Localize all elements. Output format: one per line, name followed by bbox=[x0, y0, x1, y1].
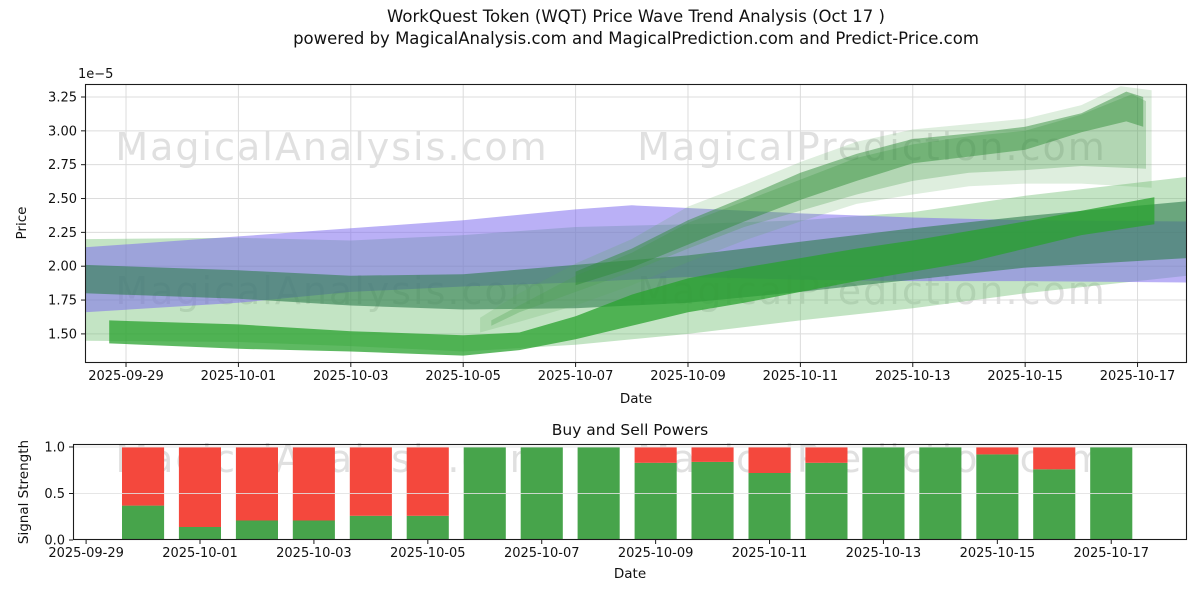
buy-bar bbox=[1033, 469, 1076, 540]
axes-frame bbox=[72, 443, 1188, 541]
sell-bar bbox=[691, 447, 734, 462]
buy-bar bbox=[406, 515, 449, 540]
forecast-fan-core bbox=[575, 91, 1144, 286]
buy-sell-bar-chart: 2025-09-29 2025-10-01 2025-10-03 2025-10-05… bbox=[44, 440, 1188, 561]
sell-bar bbox=[292, 447, 335, 521]
x-tick-label: 2025-10-11 bbox=[763, 369, 839, 384]
y-tick-label: 0.0 bbox=[44, 534, 65, 549]
buy-bar bbox=[235, 520, 278, 540]
watermark-analysis-top-row1: MagicalAnalysis.com bbox=[115, 125, 549, 169]
y-tick-label: 2.00 bbox=[48, 260, 77, 275]
sell-bar bbox=[235, 447, 278, 521]
x-tick-label: 2025-10-17 bbox=[1100, 369, 1176, 384]
x-tick-label: 2025-10-01 bbox=[201, 369, 277, 384]
x-tick-label: 2025-10-09 bbox=[650, 369, 726, 384]
x-tick-label: 2025-10-13 bbox=[875, 369, 951, 384]
buy-bar bbox=[292, 520, 335, 540]
x-tick-label: 2025-10-03 bbox=[313, 369, 389, 384]
y-tick-label: 1.75 bbox=[48, 294, 77, 309]
y-tick-label: 2.25 bbox=[48, 226, 77, 241]
y-tick-label: 0.5 bbox=[44, 487, 65, 502]
forecast-fan-outer bbox=[480, 86, 1152, 333]
sell-bar bbox=[122, 447, 165, 506]
sell-bar bbox=[805, 447, 848, 463]
forecast-fan-mid bbox=[491, 94, 1146, 326]
x-tick-label: 2025-10-05 bbox=[425, 369, 501, 384]
x-tick-label: 2025-10-07 bbox=[538, 369, 614, 384]
x-tick-label: 2025-10-07 bbox=[504, 546, 580, 561]
price-axis-label: Price bbox=[14, 206, 30, 240]
x-tick-label: 2025-10-15 bbox=[960, 546, 1036, 561]
x-tick-label: 2025-10-03 bbox=[276, 546, 352, 561]
y-tick-label: 1.0 bbox=[44, 440, 65, 455]
y-tick-label: 1.50 bbox=[48, 327, 77, 342]
sell-bar bbox=[1033, 447, 1076, 470]
y-axis-offset-label: 1e−5 bbox=[78, 67, 114, 82]
figure-title: WorkQuest Token (WQT) Price Wave Trend A… bbox=[387, 7, 885, 26]
x-tick-label: 2025-10-13 bbox=[846, 546, 922, 561]
axes-frame bbox=[84, 83, 1188, 364]
dark-green-band bbox=[85, 201, 1187, 310]
buy-bar bbox=[805, 462, 848, 540]
bottom-chart-title: Buy and Sell Powers bbox=[551, 421, 709, 439]
y-tick-label: 3.25 bbox=[48, 90, 77, 105]
price-chart-xlabel: Date bbox=[619, 391, 653, 407]
buy-bar bbox=[178, 527, 221, 540]
buy-bar bbox=[122, 505, 165, 540]
x-tick-label: 2025-10-15 bbox=[987, 369, 1063, 384]
x-tick-label: 2025-10-09 bbox=[618, 546, 694, 561]
price-wave-chart: 2025-09-29 2025-10-01 2025-10-03 2025-10-05… bbox=[48, 83, 1188, 384]
x-tick-label: 2025-10-01 bbox=[162, 546, 238, 561]
sell-bar bbox=[634, 447, 677, 463]
x-tick-label: 2025-09-29 bbox=[88, 369, 164, 384]
buy-bar bbox=[691, 461, 734, 540]
bright-green-band bbox=[109, 197, 1155, 356]
bottom-chart-xlabel: Date bbox=[613, 566, 647, 582]
buy-bar bbox=[349, 515, 392, 540]
x-tick-label: 2025-10-17 bbox=[1073, 546, 1149, 561]
sell-bar bbox=[178, 447, 221, 527]
signal-axis-label: Signal Strength bbox=[16, 439, 32, 545]
buy-bar bbox=[748, 473, 791, 540]
watermark-prediction-top-row1: MagicalPrediction.com bbox=[637, 125, 1107, 169]
sell-bar bbox=[748, 447, 791, 473]
sell-bar bbox=[976, 447, 1019, 455]
sell-bar bbox=[349, 447, 392, 516]
y-tick-label: 3.00 bbox=[48, 124, 77, 139]
x-tick-label: 2025-09-29 bbox=[48, 546, 124, 561]
y-tick-label: 2.50 bbox=[48, 192, 77, 207]
sell-bar bbox=[406, 447, 449, 516]
x-tick-label: 2025-10-11 bbox=[732, 546, 808, 561]
buy-bar bbox=[634, 462, 677, 540]
x-tick-label: 2025-10-05 bbox=[390, 546, 466, 561]
figure-subtitle: powered by MagicalAnalysis.com and Magic… bbox=[293, 29, 979, 48]
y-tick-label: 2.75 bbox=[48, 158, 77, 173]
buy-bar bbox=[976, 454, 1019, 540]
